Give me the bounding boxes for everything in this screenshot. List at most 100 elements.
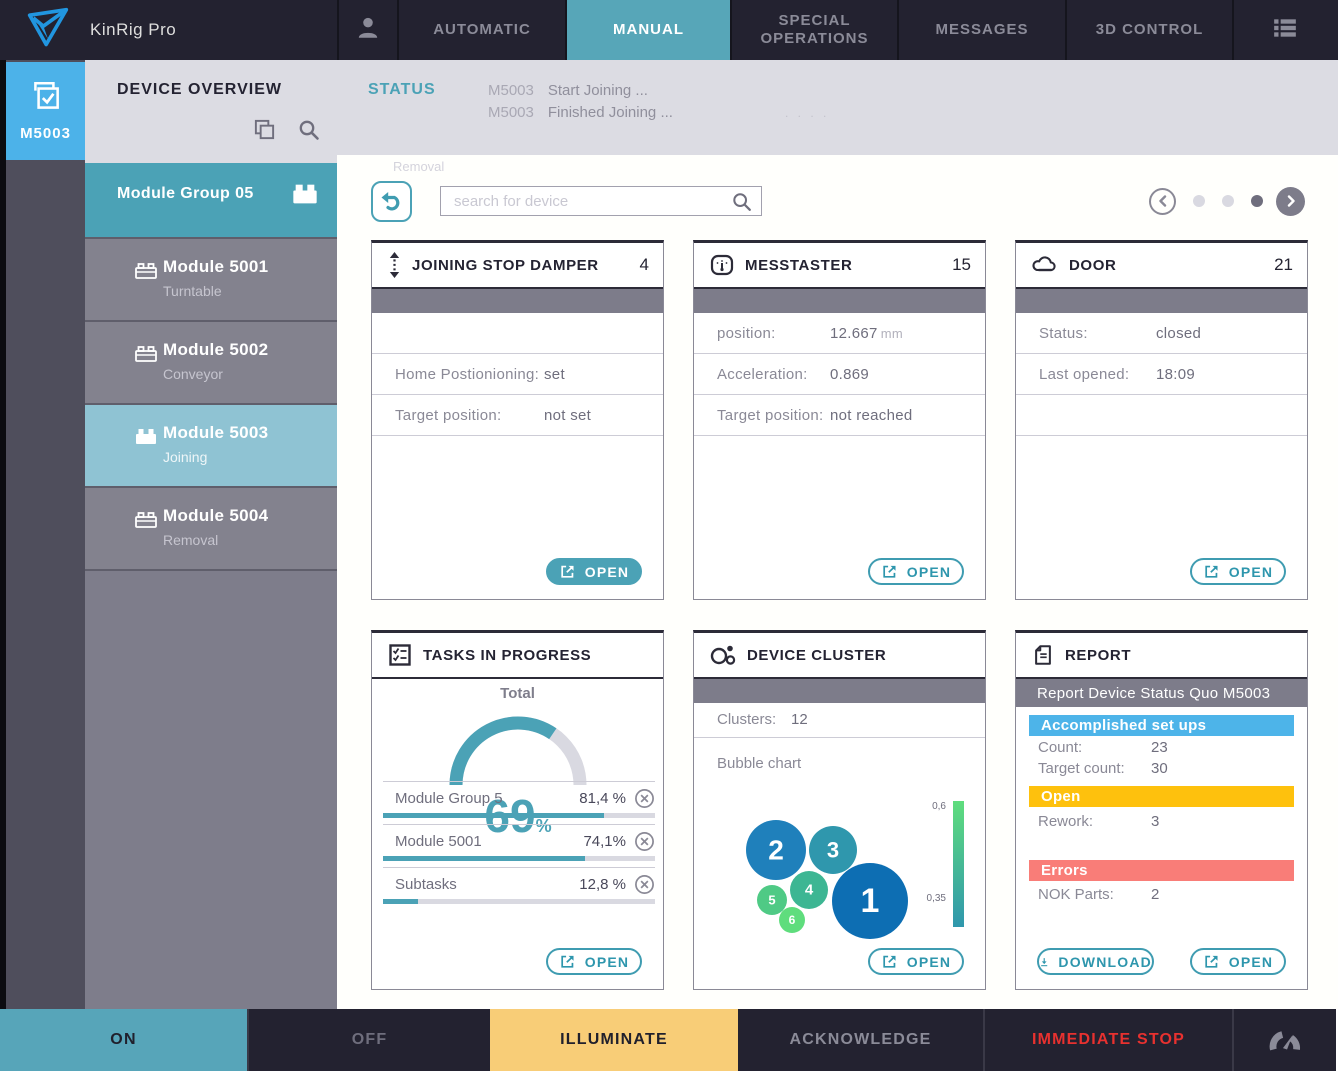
- svg-text:4: 4: [805, 882, 814, 899]
- copy-windows-icon[interactable]: [253, 118, 276, 146]
- gauge-title: Total: [500, 685, 535, 702]
- main-content: Removal: [337, 155, 1338, 1009]
- dismiss-circle-icon[interactable]: [634, 788, 655, 809]
- kv-value: closed: [1156, 325, 1202, 342]
- sidebar-item-module-5004[interactable]: Module 5004 Removal: [85, 488, 337, 571]
- kv-label: Target position:: [395, 407, 502, 424]
- checklist-icon: [389, 644, 411, 666]
- sidebar-item-module-5001[interactable]: Module 5001 Turntable: [85, 239, 337, 322]
- panel-gap: [85, 155, 337, 163]
- banner-label: Accomplished set ups: [1041, 717, 1207, 734]
- page-dot-1[interactable]: [1193, 195, 1205, 207]
- kv-label: Last opened:: [1039, 366, 1130, 383]
- user-tab[interactable]: [337, 0, 397, 60]
- open-button[interactable]: OPEN: [868, 558, 964, 585]
- top-nav: KinRig Pro AUTOMATIC MANUAL SPECIAL OPER…: [0, 0, 1338, 60]
- card-header: JOINING STOP DAMPER 4: [372, 243, 663, 289]
- svg-text:6: 6: [789, 913, 796, 927]
- open-button-label: OPEN: [584, 563, 630, 580]
- scale-max-label: 0,6: [932, 801, 946, 812]
- chevron-left-icon: [1158, 195, 1166, 207]
- card-joining-stop-damper: JOINING STOP DAMPER 4 Home Postionioning…: [371, 240, 664, 600]
- card-tasks-in-progress: TASKS IN PROGRESS Total 69% Module Group…: [371, 630, 664, 990]
- brick-icon: [135, 346, 157, 362]
- card-title: DOOR: [1069, 256, 1117, 274]
- dismiss-circle-icon[interactable]: [634, 831, 655, 852]
- tab-messages[interactable]: MESSAGES: [897, 0, 1065, 60]
- app-title: KinRig Pro: [90, 20, 177, 39]
- device-tile-m5003[interactable]: M5003: [6, 62, 85, 160]
- stacked-check-icon: [28, 80, 64, 119]
- kv-row: position: 12.667 mm: [694, 313, 985, 354]
- tab-special-operations[interactable]: SPECIAL OPERATIONS: [730, 0, 897, 60]
- search-input[interactable]: [441, 187, 761, 215]
- speedometer-button[interactable]: [1232, 1009, 1336, 1071]
- progress-track: [383, 899, 655, 904]
- page-dot-3-active[interactable]: [1251, 195, 1263, 207]
- color-scale-bar: [953, 801, 964, 927]
- kv-value: 12: [791, 711, 808, 728]
- open-button-label: OPEN: [906, 563, 952, 580]
- export-icon: [883, 565, 896, 578]
- open-button[interactable]: OPEN: [868, 948, 964, 975]
- tab-manual[interactable]: MANUAL: [565, 0, 730, 60]
- kv-value: not reached: [830, 407, 913, 424]
- immediate-stop-button[interactable]: IMMEDIATE STOP: [985, 1009, 1232, 1071]
- kv-value: 18:09: [1156, 366, 1196, 383]
- brand: KinRig Pro: [0, 0, 337, 60]
- card-count: 15: [952, 255, 971, 274]
- kv-row: Status: closed: [1016, 313, 1307, 354]
- user-icon: [355, 15, 381, 46]
- task-label: Module Group 5: [395, 790, 503, 807]
- export-icon: [561, 565, 574, 578]
- module-name: Module 5004: [163, 506, 269, 525]
- back-button[interactable]: [371, 181, 412, 222]
- dismiss-circle-icon[interactable]: [634, 874, 655, 895]
- report-row-label: Rework:: [1038, 813, 1094, 830]
- bubble-chart: 1 2 3 4 56 0,6 0,35: [746, 801, 964, 939]
- sidebar-item-module-5003-selected[interactable]: Module 5003 Joining: [85, 405, 337, 488]
- gauge-meter-icon: [710, 254, 734, 276]
- illuminate-button[interactable]: ILLUMINATE: [490, 1009, 738, 1071]
- open-button[interactable]: OPEN: [546, 558, 642, 585]
- brick-icon: [135, 512, 157, 528]
- search-icon[interactable]: [731, 191, 753, 213]
- tab-3d-control[interactable]: 3D CONTROL: [1065, 0, 1232, 60]
- page-dot-2[interactable]: [1222, 195, 1234, 207]
- kv-value: not set: [544, 407, 592, 424]
- svg-text:5: 5: [768, 893, 775, 908]
- menu-button[interactable]: [1232, 0, 1336, 60]
- card-title: TASKS IN PROGRESS: [423, 646, 592, 664]
- header-search-icon[interactable]: [297, 118, 321, 147]
- scale-mid-label: 0,35: [927, 893, 947, 904]
- task-value: 81,4 %: [579, 790, 626, 807]
- open-button[interactable]: OPEN: [1190, 948, 1286, 975]
- export-icon: [883, 955, 896, 968]
- report-row-value: 3: [1151, 813, 1160, 830]
- kv-label: Status:: [1039, 325, 1088, 342]
- acknowledge-button[interactable]: ACKNOWLEDGE: [738, 1009, 985, 1071]
- task-row: Module Group 5 81,4 %: [383, 781, 655, 824]
- card-title: JOINING STOP DAMPER: [412, 256, 599, 274]
- progress-fill: [383, 813, 605, 818]
- off-button[interactable]: OFF: [247, 1009, 490, 1071]
- page-next-button[interactable]: [1276, 186, 1305, 216]
- sidebar-item-module-5002[interactable]: Module 5002 Conveyor: [85, 322, 337, 405]
- task-label: Module 5001: [395, 833, 482, 850]
- open-button[interactable]: OPEN: [1190, 558, 1286, 585]
- device-search: [440, 186, 762, 216]
- open-button-label: OPEN: [1228, 563, 1274, 580]
- card-band: [694, 679, 985, 703]
- on-button[interactable]: ON: [0, 1009, 247, 1071]
- ghost-text: Removal: [393, 159, 445, 174]
- status-text: Start Joining ...: [547, 82, 648, 99]
- speedometer-icon: [1269, 1031, 1301, 1051]
- kv-label: position:: [717, 325, 776, 342]
- card-device-cluster: DEVICE CLUSTER Clusters: 12 Bubble chart…: [693, 630, 986, 990]
- download-button[interactable]: DOWNLOAD: [1037, 948, 1154, 975]
- open-button[interactable]: OPEN: [546, 948, 642, 975]
- page-prev-button[interactable]: [1149, 187, 1176, 215]
- sidebar-group-module-group-05[interactable]: Module Group 05: [85, 163, 337, 239]
- tab-automatic[interactable]: AUTOMATIC: [397, 0, 565, 60]
- card-header: MESSTASTER 15: [694, 243, 985, 289]
